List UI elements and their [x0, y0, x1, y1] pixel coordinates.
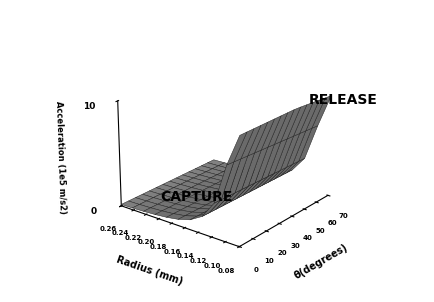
X-axis label: θ(degrees): θ(degrees) [293, 242, 349, 281]
Y-axis label: Radius (mm): Radius (mm) [115, 255, 184, 287]
